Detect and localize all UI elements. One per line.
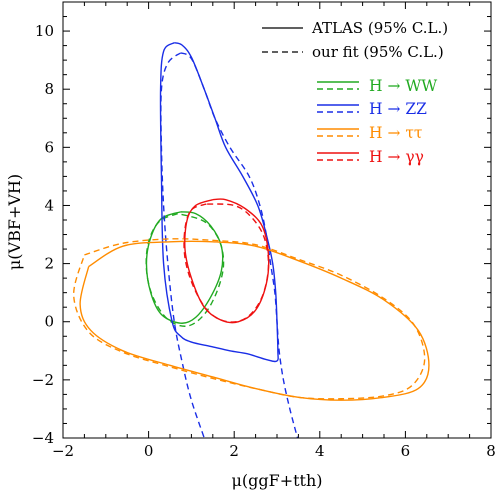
atlas-contour-gammagamma — [184, 198, 270, 324]
fit-contour-tautau — [72, 238, 426, 400]
fit-contour-zz-left — [160, 52, 205, 439]
fit-contour-zz — [180, 52, 299, 439]
y-tick-label: −4 — [32, 429, 54, 447]
y-tick-label: −2 — [32, 371, 54, 389]
fit-contour-ww — [145, 212, 225, 327]
atlas-contour-tautau — [79, 240, 430, 401]
contour-curves — [72, 42, 430, 439]
y-tick-label: 4 — [44, 196, 54, 214]
x-tick-label: 8 — [486, 442, 496, 460]
legend-fit-label: our fit (95% C.L.) — [312, 43, 444, 61]
y-axis-label: μ(VBF+VH) — [5, 174, 24, 270]
x-tick-label: 2 — [229, 442, 239, 460]
y-tick-label: 8 — [44, 80, 54, 98]
legend: ATLAS (95% C.L.) our fit (95% C.L.) H → … — [262, 19, 448, 166]
y-tick-label: 0 — [44, 313, 54, 331]
plot-frame — [62, 1, 492, 439]
x-tick-label: 0 — [144, 442, 154, 460]
atlas-contour-zz — [159, 42, 279, 363]
legend-label-gammagamma: H → γγ — [369, 148, 424, 166]
legend-label-ww: H → WW — [369, 77, 437, 95]
x-tick-label: 6 — [401, 442, 411, 460]
y-tick-label: 10 — [35, 22, 54, 40]
y-tick-label: 2 — [44, 255, 54, 273]
channel-legend: H → WW H → ZZ H → ττ H → γγ — [317, 77, 437, 166]
legend-label-zz: H → ZZ — [369, 100, 427, 118]
y-tick-label: 6 — [44, 138, 54, 156]
x-tick-label: 4 — [315, 442, 325, 460]
x-tick-label: −2 — [52, 442, 74, 460]
x-axis-label: μ(ggF+tth) — [231, 471, 322, 490]
fit-contour-gammagamma — [183, 203, 270, 323]
legend-atlas-label: ATLAS (95% C.L.) — [311, 19, 448, 37]
legend-label-tautau: H → ττ — [369, 124, 423, 142]
